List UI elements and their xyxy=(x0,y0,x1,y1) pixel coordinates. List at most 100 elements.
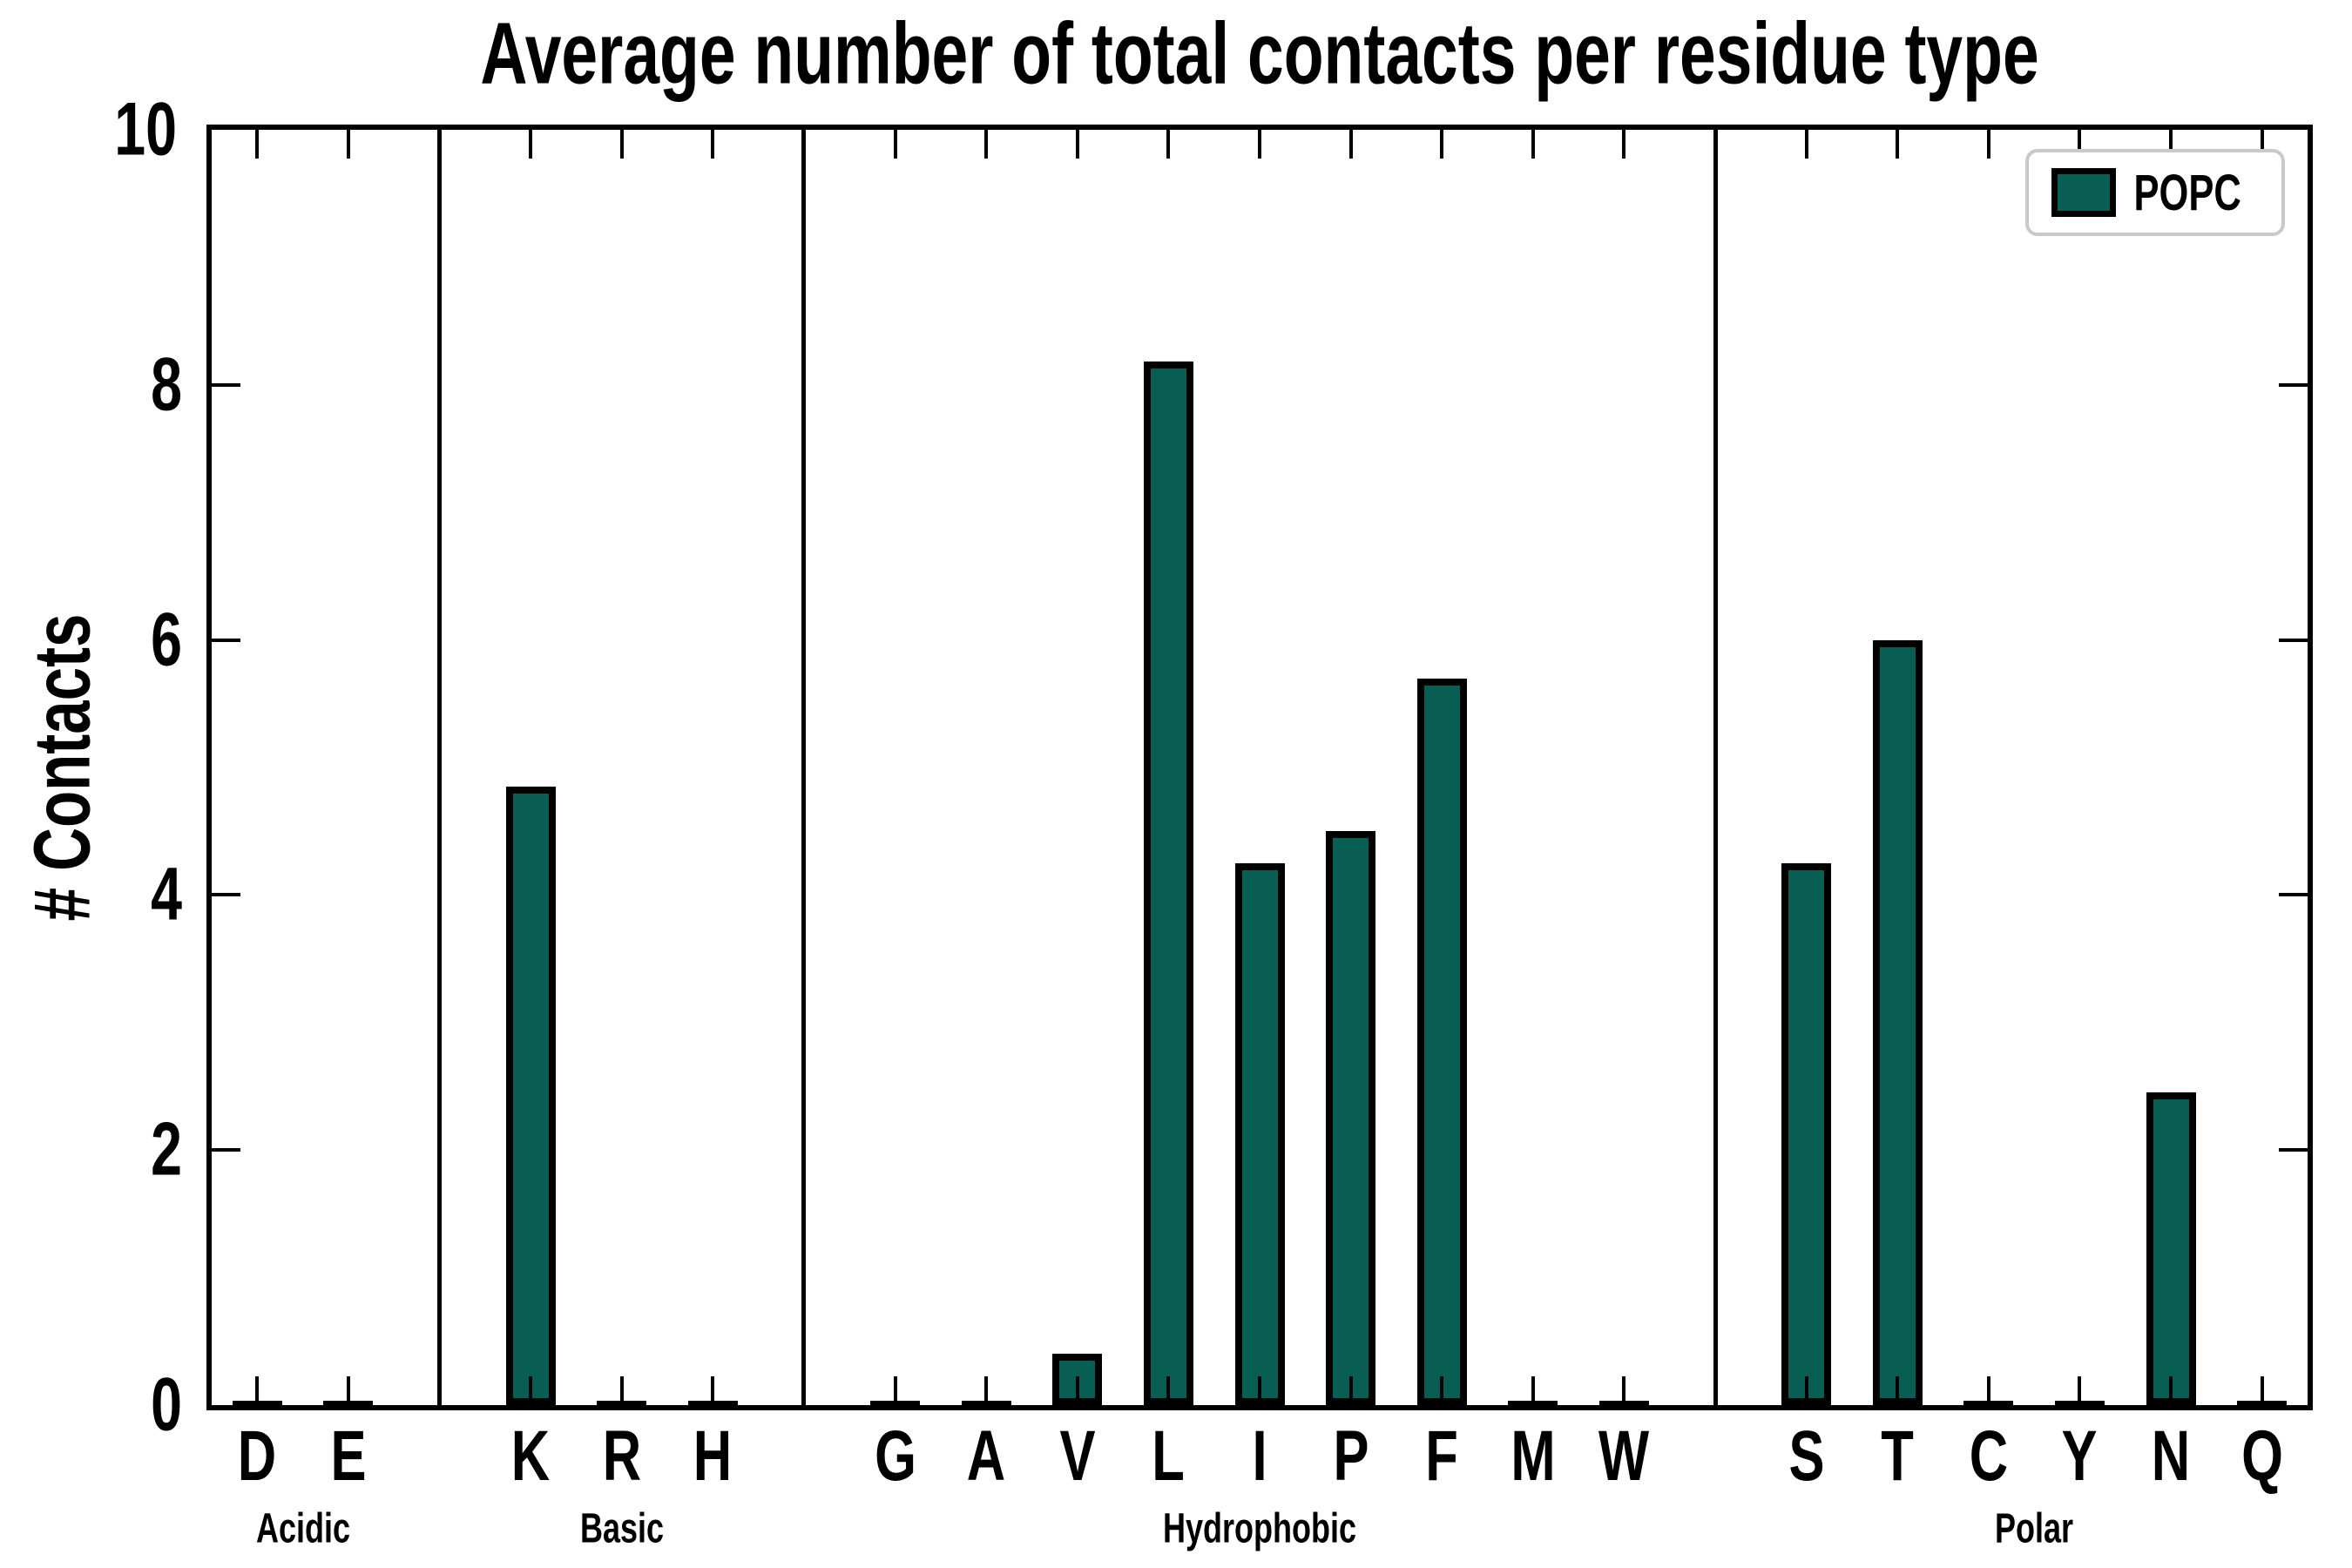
y-tick-label-4: 4 xyxy=(151,852,183,936)
x-tick xyxy=(619,1376,624,1405)
bar-P xyxy=(1326,831,1376,1405)
group-divider xyxy=(437,130,443,1405)
x-tick xyxy=(1896,1376,1900,1405)
x-tick xyxy=(1348,130,1353,159)
x-tick-label-S: S xyxy=(1788,1416,1825,1496)
x-tick-label-I: I xyxy=(1252,1416,1267,1496)
bar-S xyxy=(1781,862,1832,1405)
x-tick xyxy=(346,130,350,159)
x-tick xyxy=(2169,130,2173,159)
y-tick xyxy=(212,1148,240,1152)
x-tick-label-P: P xyxy=(1333,1416,1369,1496)
group-label-acidic: Acidic xyxy=(255,1505,350,1552)
x-tick xyxy=(711,130,715,159)
bar-K xyxy=(505,786,556,1405)
x-tick-label-T: T xyxy=(1881,1416,1915,1496)
x-tick xyxy=(893,1376,897,1405)
bar-N xyxy=(2146,1092,2196,1405)
x-tick xyxy=(984,130,989,159)
y-tick-label-10: 10 xyxy=(114,87,178,172)
x-tick xyxy=(1622,1376,1626,1405)
y-tick xyxy=(2279,382,2308,387)
x-tick-label-F: F xyxy=(1425,1416,1458,1496)
x-tick-label-N: N xyxy=(2151,1416,2191,1496)
x-tick xyxy=(2078,130,2082,159)
x-tick-label-D: D xyxy=(238,1416,277,1496)
x-tick xyxy=(1986,1376,1990,1405)
x-tick xyxy=(2260,1376,2264,1405)
x-tick xyxy=(1166,1376,1171,1405)
y-tick-label-6: 6 xyxy=(151,598,183,682)
group-label-hydrophobic: Hydrophobic xyxy=(1163,1505,1356,1552)
x-tick xyxy=(1075,1376,1079,1405)
x-tick xyxy=(1804,1376,1808,1405)
x-tick xyxy=(1896,130,1900,159)
legend-swatch-popc xyxy=(2051,168,2116,217)
x-tick xyxy=(1804,130,1808,159)
x-tick xyxy=(1440,130,1444,159)
x-tick xyxy=(1166,130,1171,159)
x-tick xyxy=(529,1376,533,1405)
group-label-basic: Basic xyxy=(579,1505,664,1552)
bar-F xyxy=(1416,678,1467,1405)
y-tick xyxy=(2279,893,2308,897)
bar-L xyxy=(1143,362,1193,1405)
x-tick-label-V: V xyxy=(1059,1416,1096,1496)
x-tick-label-W: W xyxy=(1598,1416,1650,1496)
x-tick-label-Y: Y xyxy=(2061,1416,2098,1496)
x-tick-label-R: R xyxy=(602,1416,641,1496)
x-tick xyxy=(2260,130,2264,159)
x-tick xyxy=(255,130,260,159)
x-tick-label-E: E xyxy=(330,1416,367,1496)
x-tick xyxy=(1348,1376,1353,1405)
y-tick xyxy=(212,893,240,897)
group-label-polar: Polar xyxy=(1995,1505,2074,1552)
x-tick-label-G: G xyxy=(874,1416,916,1496)
x-tick-label-M: M xyxy=(1511,1416,1556,1496)
x-tick xyxy=(984,1376,989,1405)
legend-label-text: POPC xyxy=(2133,164,2241,221)
bar-T xyxy=(1872,639,1923,1405)
y-tick xyxy=(2279,1148,2308,1152)
x-tick xyxy=(2169,1376,2173,1405)
x-tick xyxy=(255,1376,260,1405)
x-tick xyxy=(1258,130,1261,159)
legend: POPC xyxy=(2025,149,2285,236)
y-tick-label-8: 8 xyxy=(151,342,183,427)
x-tick xyxy=(619,130,624,159)
plot-inner xyxy=(212,130,2308,1405)
x-tick xyxy=(1531,130,1535,159)
x-tick xyxy=(1258,1376,1261,1405)
x-tick-label-K: K xyxy=(510,1416,551,1496)
x-tick xyxy=(346,1376,350,1405)
group-divider xyxy=(801,130,807,1405)
y-tick-label-0: 0 xyxy=(151,1362,183,1447)
x-tick-label-L: L xyxy=(1152,1416,1186,1496)
x-tick xyxy=(2078,1376,2082,1405)
y-tick xyxy=(212,638,240,642)
x-tick-label-C: C xyxy=(1969,1416,2009,1496)
y-axis-label-text: # Contacts xyxy=(17,613,107,922)
y-tick xyxy=(2279,638,2308,642)
chart-title: Average number of total contacts per res… xyxy=(220,4,2299,105)
x-tick xyxy=(529,130,533,159)
x-tick xyxy=(1440,1376,1444,1405)
plot-area xyxy=(206,125,2313,1410)
y-tick xyxy=(212,382,240,387)
y-axis-label: # Contacts xyxy=(17,563,109,972)
x-tick xyxy=(1622,130,1626,159)
y-tick-label-2: 2 xyxy=(151,1107,183,1192)
x-tick xyxy=(1075,130,1079,159)
bar-I xyxy=(1234,862,1285,1405)
x-tick xyxy=(893,130,897,159)
chart-title-text: Average number of total contacts per res… xyxy=(480,4,2039,103)
legend-label: POPC xyxy=(2116,164,2259,222)
x-tick xyxy=(1986,130,1990,159)
x-tick-label-H: H xyxy=(693,1416,733,1496)
group-divider xyxy=(1713,130,1718,1405)
x-tick-label-Q: Q xyxy=(2240,1416,2283,1496)
x-tick xyxy=(711,1376,715,1405)
x-tick-label-A: A xyxy=(966,1416,1006,1496)
x-tick xyxy=(1531,1376,1535,1405)
